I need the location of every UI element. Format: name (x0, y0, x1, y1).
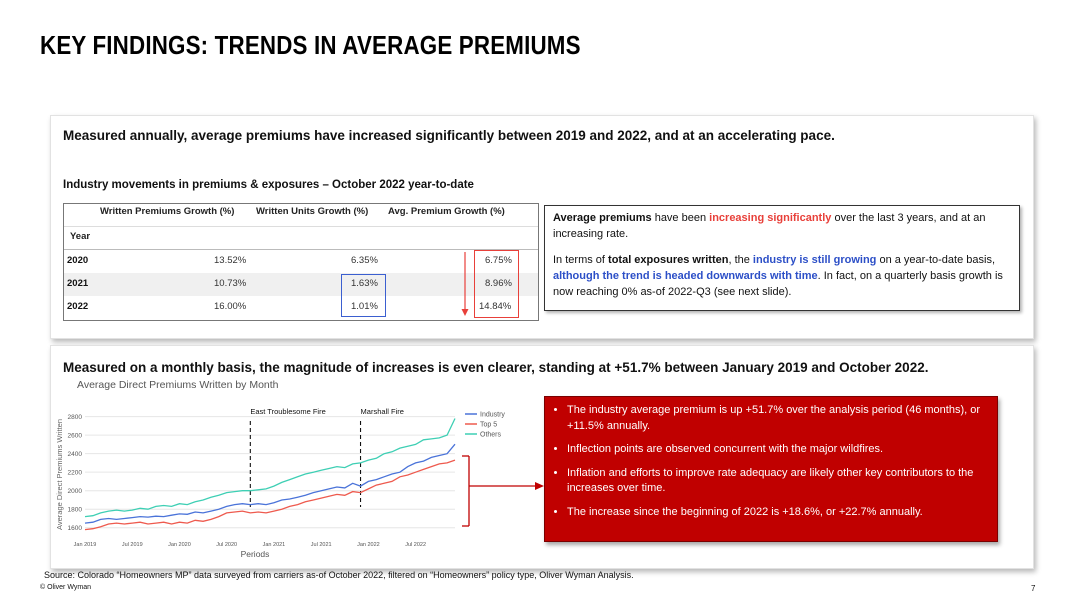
table-cell-units: 1.63% (351, 278, 378, 289)
source-note: Source: Colorado “Homeowners MP” data su… (44, 570, 634, 580)
table-cell-avg: 6.75% (485, 255, 512, 266)
annual-headline: Measured annually, average premiums have… (63, 128, 835, 143)
series-line-top-5 (84, 459, 456, 531)
row-header-year: Year (70, 231, 91, 242)
legend-entry: Top 5 (480, 422, 497, 429)
bullet-item: Inflation and efforts to improve rate ad… (567, 466, 987, 497)
y-tick-label: 2600 (68, 433, 83, 440)
table-cell-premiums: 16.00% (214, 301, 247, 312)
series-line-others (84, 418, 456, 518)
table-row-year: 2022 (67, 301, 89, 312)
table-cell-avg: 8.96% (485, 278, 512, 289)
x-tick-label: Jul 2019 (122, 542, 143, 548)
units-highlight-box (341, 274, 386, 317)
table-cell-premiums: 13.52% (214, 255, 247, 266)
x-tick-label: Jan 2019 (74, 542, 97, 548)
monthly-headline: Measured on a monthly basis, the magnitu… (63, 360, 929, 375)
table-row-year: 2021 (67, 278, 89, 289)
x-tick-label: Jul 2020 (216, 542, 237, 548)
annual-findings-panel: Measured annually, average premiums have… (50, 115, 1034, 339)
table-cell-premiums: 10.73% (214, 278, 247, 289)
bullet-item: The industry average premium is up +51.7… (567, 403, 987, 434)
series-line-industry (84, 443, 456, 524)
x-axis-label: Periods (241, 549, 270, 559)
annotation-label: Marshall Fire (361, 407, 404, 416)
table-cell-units: 6.35% (351, 255, 378, 266)
table-cell-avg: 14.84% (479, 301, 512, 312)
bracket-arrow-icon (462, 455, 544, 527)
x-tick-label: Jan 2022 (357, 542, 380, 548)
col-header-premiums: Written Premiums Growth (%) (100, 206, 235, 217)
x-tick-label: Jul 2022 (405, 542, 426, 548)
bullet-item: Inflection points are observed concurren… (567, 442, 987, 458)
avg-highlight-box (474, 250, 519, 318)
y-axis-label: Average Direct Premiums Written (55, 419, 64, 530)
table-title: Industry movements in premiums & exposur… (63, 179, 474, 191)
y-tick-label: 2200 (68, 470, 83, 477)
page-number: 7 (1031, 584, 1036, 593)
y-tick-label: 1800 (68, 507, 83, 514)
col-header-avg: Avg. Premium Growth (%) (388, 206, 505, 217)
y-tick-label: 1600 (68, 525, 83, 532)
x-tick-label: Jan 2020 (168, 542, 191, 548)
table-cell-units: 1.01% (351, 301, 378, 312)
legend-entry: Others (480, 432, 502, 439)
table-row-year: 2020 (67, 255, 89, 266)
y-tick-label: 2800 (68, 414, 83, 421)
page-title: KEY FINDINGS: TRENDS IN AVERAGE PREMIUMS (40, 30, 581, 60)
bullet-item: The increase since the beginning of 2022… (567, 505, 987, 521)
monthly-findings-panel: Measured on a monthly basis, the magnitu… (50, 345, 1034, 569)
col-header-units: Written Units Growth (%) (256, 206, 369, 217)
growth-table: Written Premiums Growth (%) Written Unit… (63, 203, 539, 321)
x-tick-label: Jan 2021 (263, 542, 286, 548)
down-arrow-icon (461, 252, 469, 316)
legend-entry: Industry (480, 412, 505, 419)
premium-callout: Average premiums have been increasing si… (544, 205, 1020, 311)
x-tick-label: Jul 2021 (311, 542, 332, 548)
findings-bullet-box: The industry average premium is up +51.7… (544, 396, 998, 542)
chart-title: Average Direct Premiums Written by Month (77, 379, 279, 391)
copyright: © Oliver Wyman (40, 584, 91, 591)
y-tick-label: 2400 (68, 451, 83, 458)
annotation-label: East Troublesome Fire (250, 407, 325, 416)
y-tick-label: 2000 (68, 488, 83, 495)
premiums-line-chart: Average Direct Premiums Written by Month… (55, 379, 505, 559)
